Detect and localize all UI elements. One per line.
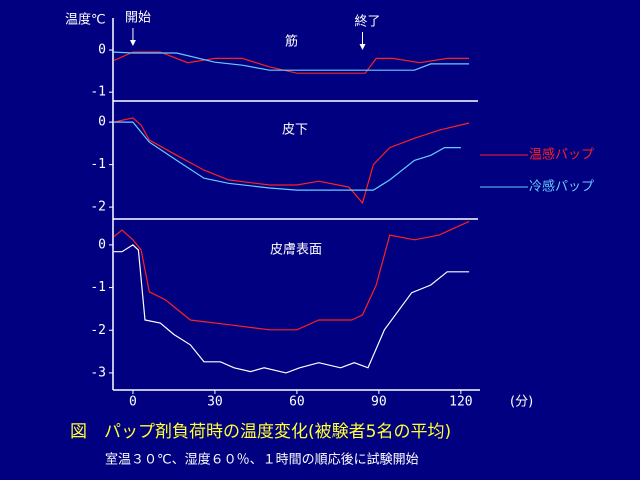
x-axis-label: (分) [510,395,533,410]
x-tick-label: 90 [371,395,387,410]
data-line [113,51,470,74]
x-tick-label: 0 [129,395,137,410]
data-line [113,51,470,71]
arrow-head [359,44,366,50]
data-line [113,117,470,205]
y-tick-label: -1 [90,85,106,100]
y-tick-label: 0 [98,237,106,252]
arrow-head [129,40,136,46]
panel-label: 皮膚表面 [270,242,322,258]
data-line [113,121,461,191]
legend-label: 温感パップ [529,147,594,163]
y-tick-label: -1 [90,157,106,172]
y-tick-label: -2 [90,323,106,338]
x-tick-label: 30 [207,395,223,410]
legend-label: 冷感パップ [529,179,594,195]
annotation: 開始 [125,11,151,26]
panel-label: 皮下 [282,123,308,138]
y-tick-label: -1 [90,280,106,295]
panel-label: 筋 [285,34,298,50]
x-tick-label: 120 [449,395,472,410]
y-tick-label: 0 [98,43,106,58]
figure-subtitle: 室温３０℃、湿度６０％、１時間の順応後に試験開始 [105,452,419,468]
x-tick-label: 60 [289,395,305,410]
annotation: 終了 [354,14,380,30]
data-line [113,244,470,374]
figure-title: 図 パップ剤負荷時の温度変化(被験者5名の平均) [70,422,451,442]
y-tick-label: -2 [90,200,106,215]
y-axis-label: 温度℃ [65,12,106,28]
data-line [113,220,470,331]
y-tick-label: -3 [90,365,106,380]
y-tick-label: 0 [98,115,106,130]
